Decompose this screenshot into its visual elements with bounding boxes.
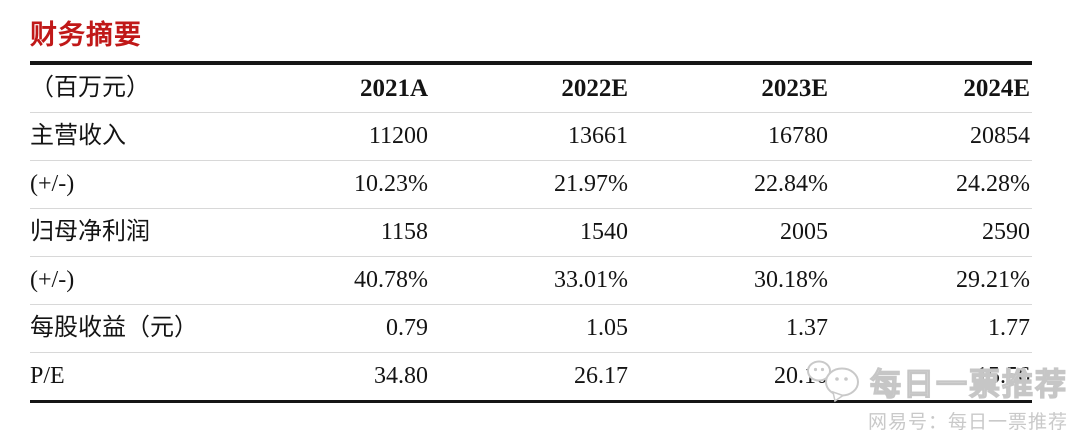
value-cell: 11200 bbox=[368, 123, 428, 149]
value-cell: 0.79 bbox=[386, 315, 428, 341]
value-cell: 20.10 bbox=[774, 363, 828, 389]
table-row-revenue-growth: (+/-) 10.23% 21.97% 22.84% 24.28% bbox=[30, 161, 1032, 209]
table-row-profit-growth: (+/-) 40.78% 33.01% 30.18% 29.21% bbox=[30, 257, 1032, 305]
value-cell: 2005 bbox=[780, 219, 828, 245]
value-cell: 1.37 bbox=[786, 315, 828, 341]
table-header-row: （百万元） 2021A 2022E 2023E 2024E bbox=[30, 65, 1032, 113]
value-cell: 13661 bbox=[568, 123, 628, 149]
year-column-header-2023e: 2023E bbox=[761, 75, 828, 102]
value-cell: 1.77 bbox=[988, 315, 1030, 341]
value-cell: 33.01% bbox=[554, 267, 628, 293]
financial-summary-table: （百万元） 2021A 2022E 2023E 2024E 主营收入 11200… bbox=[30, 61, 1032, 403]
watermark-sub-text: 网易号：每日一票推荐 bbox=[867, 412, 1068, 433]
value-cell: 29.21% bbox=[956, 267, 1030, 293]
value-cell: 34.80 bbox=[374, 363, 428, 389]
table-row-revenue: 主营收入 11200 13661 16780 20854 bbox=[30, 113, 1032, 161]
row-label-cell: 归母净利润 bbox=[30, 219, 150, 245]
value-cell: 20854 bbox=[970, 123, 1030, 149]
page-title: 财务摘要 bbox=[30, 20, 142, 50]
value-cell: 1158 bbox=[380, 219, 428, 245]
value-cell: 22.84% bbox=[754, 171, 828, 197]
value-cell: 30.18% bbox=[754, 267, 828, 293]
year-column-header-2021a: 2021A bbox=[359, 75, 428, 102]
value-cell: 40.78% bbox=[354, 267, 428, 293]
value-cell: 15.56 bbox=[976, 363, 1030, 389]
table-row-pe: P/E 34.80 26.17 20.10 15.56 bbox=[30, 353, 1032, 400]
value-cell: 10.23% bbox=[354, 171, 428, 197]
table-row-eps: 每股收益（元） 0.79 1.05 1.37 1.77 bbox=[30, 305, 1032, 353]
unit-label-cell: （百万元） bbox=[30, 75, 150, 101]
value-cell: 2590 bbox=[982, 219, 1030, 245]
value-cell: 21.97% bbox=[554, 171, 628, 197]
value-cell: 16780 bbox=[768, 123, 828, 149]
value-cell: 24.28% bbox=[956, 171, 1030, 197]
row-label-cell: (+/-) bbox=[30, 171, 75, 197]
year-column-header-2022e: 2022E bbox=[561, 75, 628, 102]
value-cell: 26.17 bbox=[574, 363, 628, 389]
row-label-cell: 每股收益（元） bbox=[30, 315, 198, 341]
row-label-cell: 主营收入 bbox=[30, 123, 126, 149]
value-cell: 1540 bbox=[580, 219, 628, 245]
row-label-cell: (+/-) bbox=[30, 267, 75, 293]
year-column-header-2024e: 2024E bbox=[963, 75, 1030, 102]
row-label-cell: P/E bbox=[30, 363, 65, 389]
table-row-net-profit: 归母净利润 1158 1540 2005 2590 bbox=[30, 209, 1032, 257]
value-cell: 1.05 bbox=[586, 315, 628, 341]
